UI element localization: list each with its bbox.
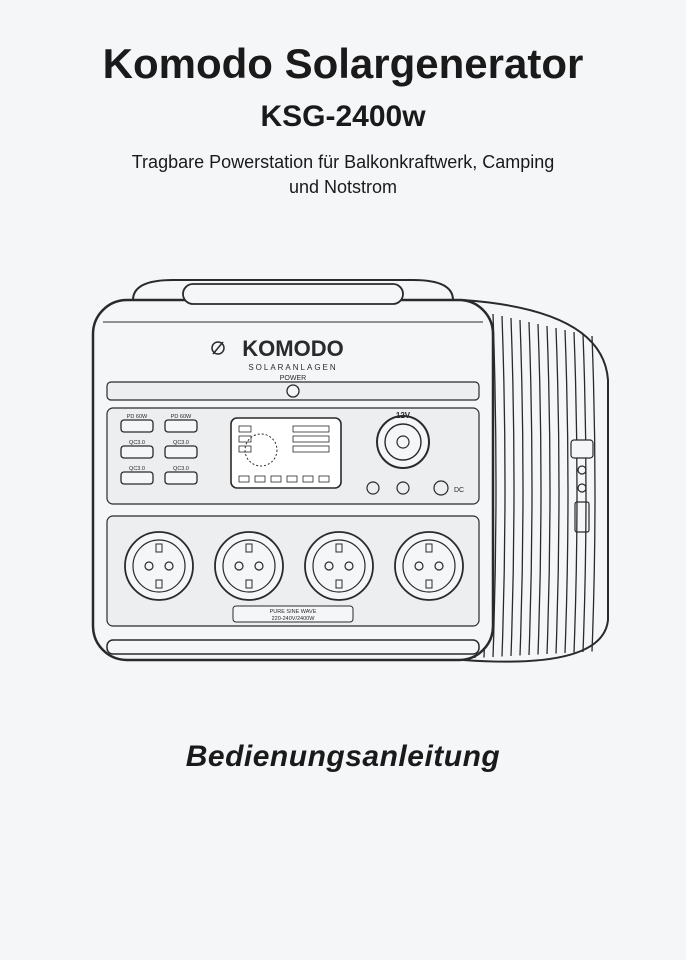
svg-text:POWER: POWER	[280, 375, 306, 382]
product-model: KSG-2400w	[30, 100, 656, 134]
svg-text:PD 60W: PD 60W	[127, 414, 148, 420]
device-illustration: KOMODO SOLARANLAGEN POWER PD 60W PD 60W QC3.0…	[30, 240, 656, 680]
manual-label: Bedienungsanleitung	[30, 740, 656, 774]
svg-text:PURE SINE WAVE: PURE SINE WAVE	[270, 609, 317, 615]
subtitle-line-2: und Notstrom	[289, 177, 397, 197]
svg-text:220-240V/2400W: 220-240V/2400W	[272, 616, 316, 622]
svg-text:QC3.0: QC3.0	[173, 466, 189, 472]
svg-text:QC3.0: QC3.0	[129, 440, 145, 446]
svg-text:QC3.0: QC3.0	[129, 466, 145, 472]
svg-text:KOMODO: KOMODO	[242, 336, 343, 361]
svg-text:SOLARANLAGEN: SOLARANLAGEN	[248, 363, 337, 372]
svg-text:QC3.0: QC3.0	[173, 440, 189, 446]
subtitle-line-1: Tragbare Powerstation für Balkonkraftwer…	[132, 152, 555, 172]
svg-text:PD 60W: PD 60W	[171, 414, 192, 420]
product-subtitle: Tragbare Powerstation für Balkonkraftwer…	[83, 150, 603, 200]
svg-text:12V: 12V	[396, 411, 411, 420]
svg-text:DC: DC	[454, 487, 464, 494]
product-title: Komodo Solargenerator	[30, 40, 656, 88]
